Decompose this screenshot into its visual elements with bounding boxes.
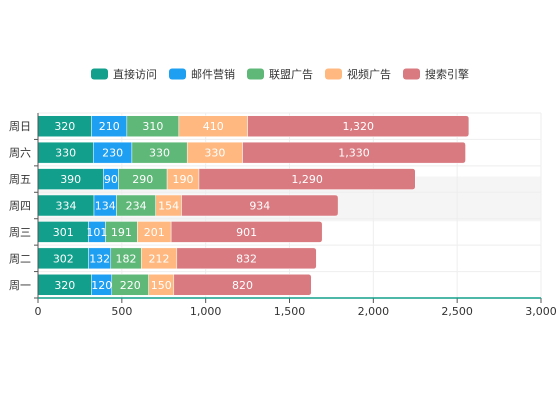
x-tick-label: 1,500	[274, 305, 306, 318]
legend-swatch	[247, 68, 264, 80]
bar-value-label: 201	[144, 226, 165, 239]
bar-value-label: 320	[54, 279, 75, 292]
bar-segment[interactable]	[173, 274, 312, 296]
y-category-label: 周三	[9, 226, 31, 239]
bar-value-label: 1,330	[338, 147, 370, 160]
bar-value-label: 320	[54, 120, 75, 133]
bar-value-label: 901	[236, 226, 257, 239]
axes-layer: 0 500 1,000 1,500 2,000 2,500 3,000 周一 周二 周三 周四 周五 周…	[9, 113, 557, 318]
legend-item[interactable]: 直接访问	[91, 67, 157, 81]
bar-value-label: 1,320	[342, 120, 374, 133]
y-category-label: 周二	[9, 252, 31, 265]
bar-value-label: 832	[236, 252, 257, 265]
bar-value-label: 220	[120, 279, 141, 292]
bar-value-label: 212	[149, 252, 170, 265]
bar-value-label: 154	[158, 200, 179, 213]
bar-value-label: 820	[232, 279, 253, 292]
bar-value-label: 191	[111, 226, 132, 239]
bar-value-label: 302	[53, 252, 74, 265]
bar-value-label: 410	[203, 120, 224, 133]
bar-value-label: 301	[53, 226, 74, 239]
legend-label: 视频广告	[347, 67, 391, 81]
bar-value-label: 330	[204, 147, 225, 160]
legend-label: 直接访问	[113, 67, 157, 81]
y-category-label: 周五	[9, 173, 31, 186]
x-tick-label: 500	[111, 305, 132, 318]
legend-label: 邮件营销	[191, 67, 235, 81]
y-category-label: 周日	[9, 120, 31, 133]
bar-value-label: 190	[173, 173, 194, 186]
legend-swatch	[403, 68, 420, 80]
legend-swatch	[325, 68, 342, 80]
bar-value-label: 210	[99, 120, 120, 133]
bar-segment[interactable]	[176, 247, 317, 270]
legend-label: 搜索引擎	[425, 67, 469, 81]
legend-item[interactable]: 联盟广告	[247, 68, 313, 81]
legend-item[interactable]: 搜索引擎	[403, 67, 469, 81]
bar-segment[interactable]	[170, 221, 323, 243]
legend-item[interactable]: 视频广告	[325, 67, 391, 81]
x-tick-label: 0	[35, 305, 42, 318]
bar-value-label: 101	[86, 226, 107, 239]
bar-value-label: 334	[56, 200, 77, 213]
bar-value-label: 150	[151, 279, 172, 292]
bar-value-label: 234	[126, 200, 147, 213]
bar-value-label: 134	[95, 200, 116, 213]
bar-segment[interactable]	[247, 115, 470, 137]
bar-value-label: 182	[116, 252, 137, 265]
x-tick-label: 1,000	[190, 305, 222, 318]
bar-value-label: 1,290	[291, 173, 323, 186]
bar-value-label: 330	[55, 147, 76, 160]
x-tick-label: 2,000	[358, 305, 390, 318]
bar-value-label: 290	[132, 173, 153, 186]
legend-swatch	[169, 68, 186, 80]
bar-segment[interactable]	[198, 168, 416, 190]
bar-segment[interactable]	[242, 141, 466, 164]
y-category-label: 周六	[9, 147, 31, 160]
bar-value-label: 934	[249, 200, 270, 213]
legend-label: 联盟广告	[269, 68, 313, 81]
bar-value-label: 230	[102, 147, 123, 160]
legend[interactable]: 直接访问 邮件营销 联盟广告 视频广告 搜索引擎	[91, 67, 469, 81]
bar-value-label: 120	[91, 279, 112, 292]
bar-value-label: 132	[89, 252, 110, 265]
bar-value-label: 310	[142, 120, 163, 133]
y-category-label: 周一	[9, 279, 31, 292]
bar-value-label: 330	[149, 147, 170, 160]
bars-layer	[37, 115, 470, 296]
legend-item[interactable]: 邮件营销	[169, 67, 235, 81]
bar-value-label: 390	[60, 173, 81, 186]
bar-value-label: 90	[104, 173, 118, 186]
bar-segment[interactable]	[181, 194, 339, 217]
y-category-label: 周四	[9, 200, 31, 213]
x-tick-label: 3,000	[525, 305, 557, 318]
bar-labels-layer: 320 120 220 150 820 302 132 182 212 832 301 101 191 2…	[53, 120, 374, 292]
legend-swatch	[91, 68, 108, 80]
x-tick-label: 2,500	[441, 305, 473, 318]
